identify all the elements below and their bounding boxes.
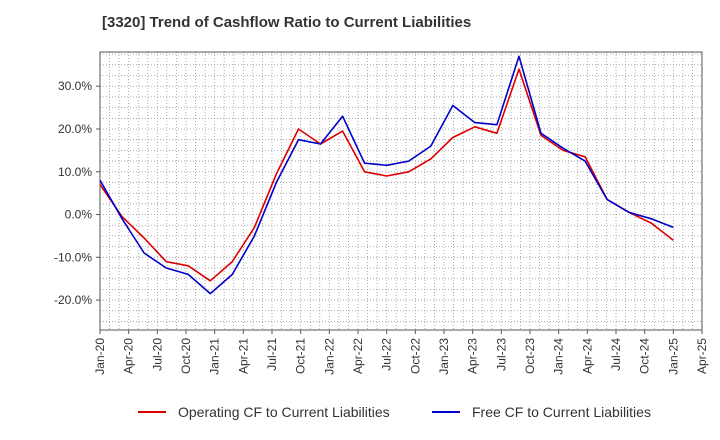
y-tick-label: -20.0% [54, 293, 92, 307]
axis-layer [96, 51, 703, 334]
x-tick-label: Jul-21 [265, 338, 279, 371]
x-tick-label: Jan-24 [552, 338, 566, 375]
y-tick-label: 30.0% [58, 79, 92, 93]
legend-item-operating: Operating CF to Current Liabilities [138, 404, 390, 420]
x-tick-label: Oct-24 [638, 338, 652, 374]
x-tick-label: Oct-21 [294, 338, 308, 374]
x-tick-label: Oct-23 [523, 338, 537, 374]
y-tick-label: 20.0% [58, 122, 92, 136]
legend-swatch-free [432, 411, 460, 413]
legend-swatch-operating [138, 411, 166, 413]
x-tick-label: Jan-21 [208, 338, 222, 375]
x-tick-label: Jul-24 [609, 338, 623, 371]
x-tick-label: Jul-20 [150, 338, 164, 371]
x-tick-label: Jul-23 [494, 338, 508, 371]
legend: Operating CF to Current Liabilities Free… [0, 404, 720, 426]
chart-title: [3320] Trend of Cashflow Ratio to Curren… [102, 14, 472, 31]
x-tick-label: Jan-25 [666, 338, 680, 375]
x-tick-label: Oct-22 [408, 338, 422, 374]
y-tick-label: -10.0% [54, 250, 92, 264]
series-line-free-cf [99, 55, 674, 295]
series-layer [99, 55, 674, 295]
x-tick-label: Apr-20 [122, 338, 136, 374]
y-tick-label: 0.0% [65, 208, 93, 222]
x-tick-label: Apr-22 [351, 338, 365, 374]
x-tick-label: Jan-22 [322, 338, 336, 375]
x-tick-label: Jan-20 [93, 338, 107, 375]
tick-label-layer: 30.0% 20.0% 10.0% 0.0% -10.0% -20.0% Jan-20 Apr… [54, 79, 709, 374]
x-tick-label: Jul-22 [380, 338, 394, 371]
legend-label-operating: Operating CF to Current Liabilities [178, 404, 390, 420]
x-tick-label: Oct-20 [179, 338, 193, 374]
x-tick-label: Apr-21 [236, 338, 250, 374]
x-tick-label: Apr-23 [466, 338, 480, 374]
legend-item-free: Free CF to Current Liabilities [432, 404, 651, 420]
x-tick-label: Jan-23 [437, 338, 451, 375]
plot-frame [99, 51, 703, 331]
x-tick-label: Apr-25 [695, 338, 709, 374]
y-tick-label: 10.0% [58, 165, 92, 179]
x-tick-label: Apr-24 [580, 338, 594, 374]
legend-label-free: Free CF to Current Liabilities [472, 404, 651, 420]
series-line-operating-cf [99, 68, 674, 282]
grid-layer [99, 52, 703, 330]
